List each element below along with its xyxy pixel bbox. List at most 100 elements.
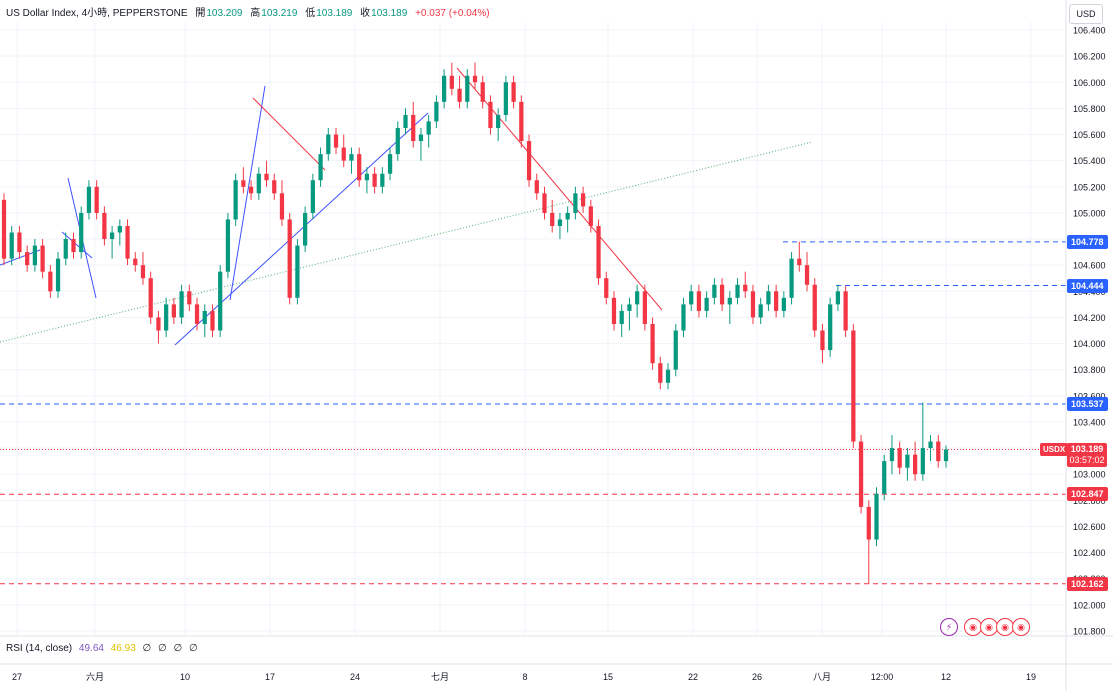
candle-body bbox=[125, 225, 130, 259]
time-axis: 27 六月 10 17 24 七月 8 15 22 26 八月 12:00 12 19 bbox=[0, 663, 1113, 682]
candle-body bbox=[774, 291, 779, 311]
price-tick-label: 104.000 bbox=[1073, 339, 1106, 349]
candle-body bbox=[580, 193, 586, 207]
candle-body bbox=[380, 173, 385, 187]
candle-body bbox=[472, 75, 478, 83]
candle-body bbox=[248, 186, 254, 194]
high-label: 高 bbox=[250, 8, 261, 19]
price-level-badge[interactable]: 104.444 bbox=[1067, 278, 1108, 293]
price-level-badge[interactable]: 103.537 bbox=[1067, 397, 1108, 412]
candle-body bbox=[434, 101, 439, 122]
candle-body bbox=[480, 82, 485, 102]
chart-legend: US Dollar Index, 4小時, PEPPERSTONE 開103.2… bbox=[6, 4, 490, 19]
bar-countdown: 03:57:02 bbox=[1069, 455, 1105, 465]
candle-body bbox=[712, 284, 717, 298]
candle-body bbox=[9, 232, 14, 259]
price-level-badge[interactable]: 104.778 bbox=[1067, 234, 1108, 249]
candle-body bbox=[797, 258, 802, 266]
rsi-empty-2: ∅ bbox=[158, 643, 167, 654]
candle-body bbox=[905, 454, 910, 468]
price-tick-label: 103.000 bbox=[1073, 470, 1106, 480]
close-label: 收 bbox=[360, 8, 371, 19]
candle-body bbox=[333, 134, 339, 148]
candle-body bbox=[696, 291, 702, 311]
price-tick-label: 104.200 bbox=[1073, 313, 1106, 323]
time-tick-label: 24 bbox=[350, 672, 360, 682]
candle-body bbox=[187, 291, 192, 305]
candle-body bbox=[71, 239, 76, 253]
time-tick-label: 17 bbox=[265, 672, 275, 682]
candle-body bbox=[48, 271, 53, 292]
candle-body bbox=[395, 127, 400, 155]
candle-body bbox=[310, 180, 315, 213]
us-flag-icon[interactable]: ◉ bbox=[1012, 618, 1030, 636]
candle-body bbox=[658, 363, 663, 383]
candle-body bbox=[25, 252, 30, 266]
rsi-empty-1: ∅ bbox=[142, 643, 152, 654]
rsi-legend[interactable]: RSI (14, close) 49.64 46.93 ∅ ∅ ∅ ∅ bbox=[6, 643, 198, 654]
candle-body bbox=[519, 101, 524, 142]
candle-body bbox=[264, 173, 269, 181]
candle-body bbox=[403, 114, 408, 128]
currency-button[interactable]: USD bbox=[1069, 4, 1103, 24]
trendline-green-dotted bbox=[0, 141, 813, 343]
rsi-value: 49.64 bbox=[78, 643, 104, 654]
candle-body bbox=[511, 82, 516, 102]
price-tick-label: 105.600 bbox=[1073, 130, 1106, 140]
candle-body bbox=[272, 180, 277, 194]
price-tick-label: 105.000 bbox=[1073, 208, 1106, 218]
candle-body bbox=[928, 441, 933, 449]
candle-body bbox=[820, 330, 825, 351]
candle-body bbox=[665, 369, 671, 383]
symbol-title[interactable]: US Dollar Index, 4小時, PEPPERSTONE bbox=[6, 8, 188, 19]
price-tick-label: 103.600 bbox=[1073, 391, 1106, 401]
price-level-badge[interactable]: 102.162 bbox=[1067, 576, 1108, 591]
candle-body bbox=[750, 291, 756, 318]
trendline-blue-steep bbox=[229, 85, 266, 301]
time-tick-label: 26 bbox=[752, 672, 762, 682]
price-tick-label: 103.800 bbox=[1073, 365, 1106, 375]
close-value: 103.189 bbox=[371, 8, 408, 19]
candle-body bbox=[156, 317, 161, 331]
candle-body bbox=[604, 278, 609, 298]
rsi-label: RSI (14, close) bbox=[6, 643, 73, 654]
candle-body bbox=[735, 284, 740, 298]
lightning-icon[interactable]: ⚡ bbox=[940, 618, 958, 636]
time-tick-label: 10 bbox=[180, 672, 190, 682]
candle-body bbox=[109, 232, 115, 240]
rsi-ma-value: 46.93 bbox=[110, 643, 136, 654]
last-price-box: 103.189 03:57:02 bbox=[1067, 443, 1107, 467]
time-tick-label: 27 bbox=[12, 672, 22, 682]
candle-body bbox=[936, 441, 941, 462]
candle-body bbox=[719, 284, 725, 305]
candle-body bbox=[642, 291, 647, 324]
candle-body bbox=[542, 193, 547, 213]
candle-body bbox=[912, 454, 918, 475]
candle-body bbox=[897, 448, 902, 468]
candle-body bbox=[140, 265, 146, 279]
candle-body bbox=[650, 323, 655, 364]
symbol-tag: USDX bbox=[1040, 443, 1069, 456]
candle-body bbox=[349, 154, 354, 161]
rsi-empty-4: ∅ bbox=[189, 643, 198, 654]
price-tick-label: 103.400 bbox=[1073, 417, 1106, 427]
candle-body bbox=[341, 147, 346, 161]
candle-body bbox=[889, 448, 895, 462]
candle-body bbox=[781, 297, 786, 311]
candle-body bbox=[225, 219, 231, 272]
candle-body bbox=[465, 75, 470, 102]
price-level-badge[interactable]: 102.847 bbox=[1067, 487, 1108, 502]
candle-body bbox=[79, 212, 84, 253]
candle-body bbox=[63, 239, 68, 259]
candle-body bbox=[357, 154, 362, 181]
candle-body bbox=[303, 212, 308, 246]
candle-body bbox=[789, 258, 794, 298]
candle-body bbox=[611, 297, 617, 324]
candle-body bbox=[449, 75, 454, 89]
trendline-red-long bbox=[456, 67, 663, 311]
candle-body bbox=[233, 180, 238, 220]
candle-body bbox=[851, 330, 856, 442]
us-flag-icon[interactable]: ◉ bbox=[996, 618, 1014, 636]
time-tick-label: 15 bbox=[603, 672, 613, 682]
